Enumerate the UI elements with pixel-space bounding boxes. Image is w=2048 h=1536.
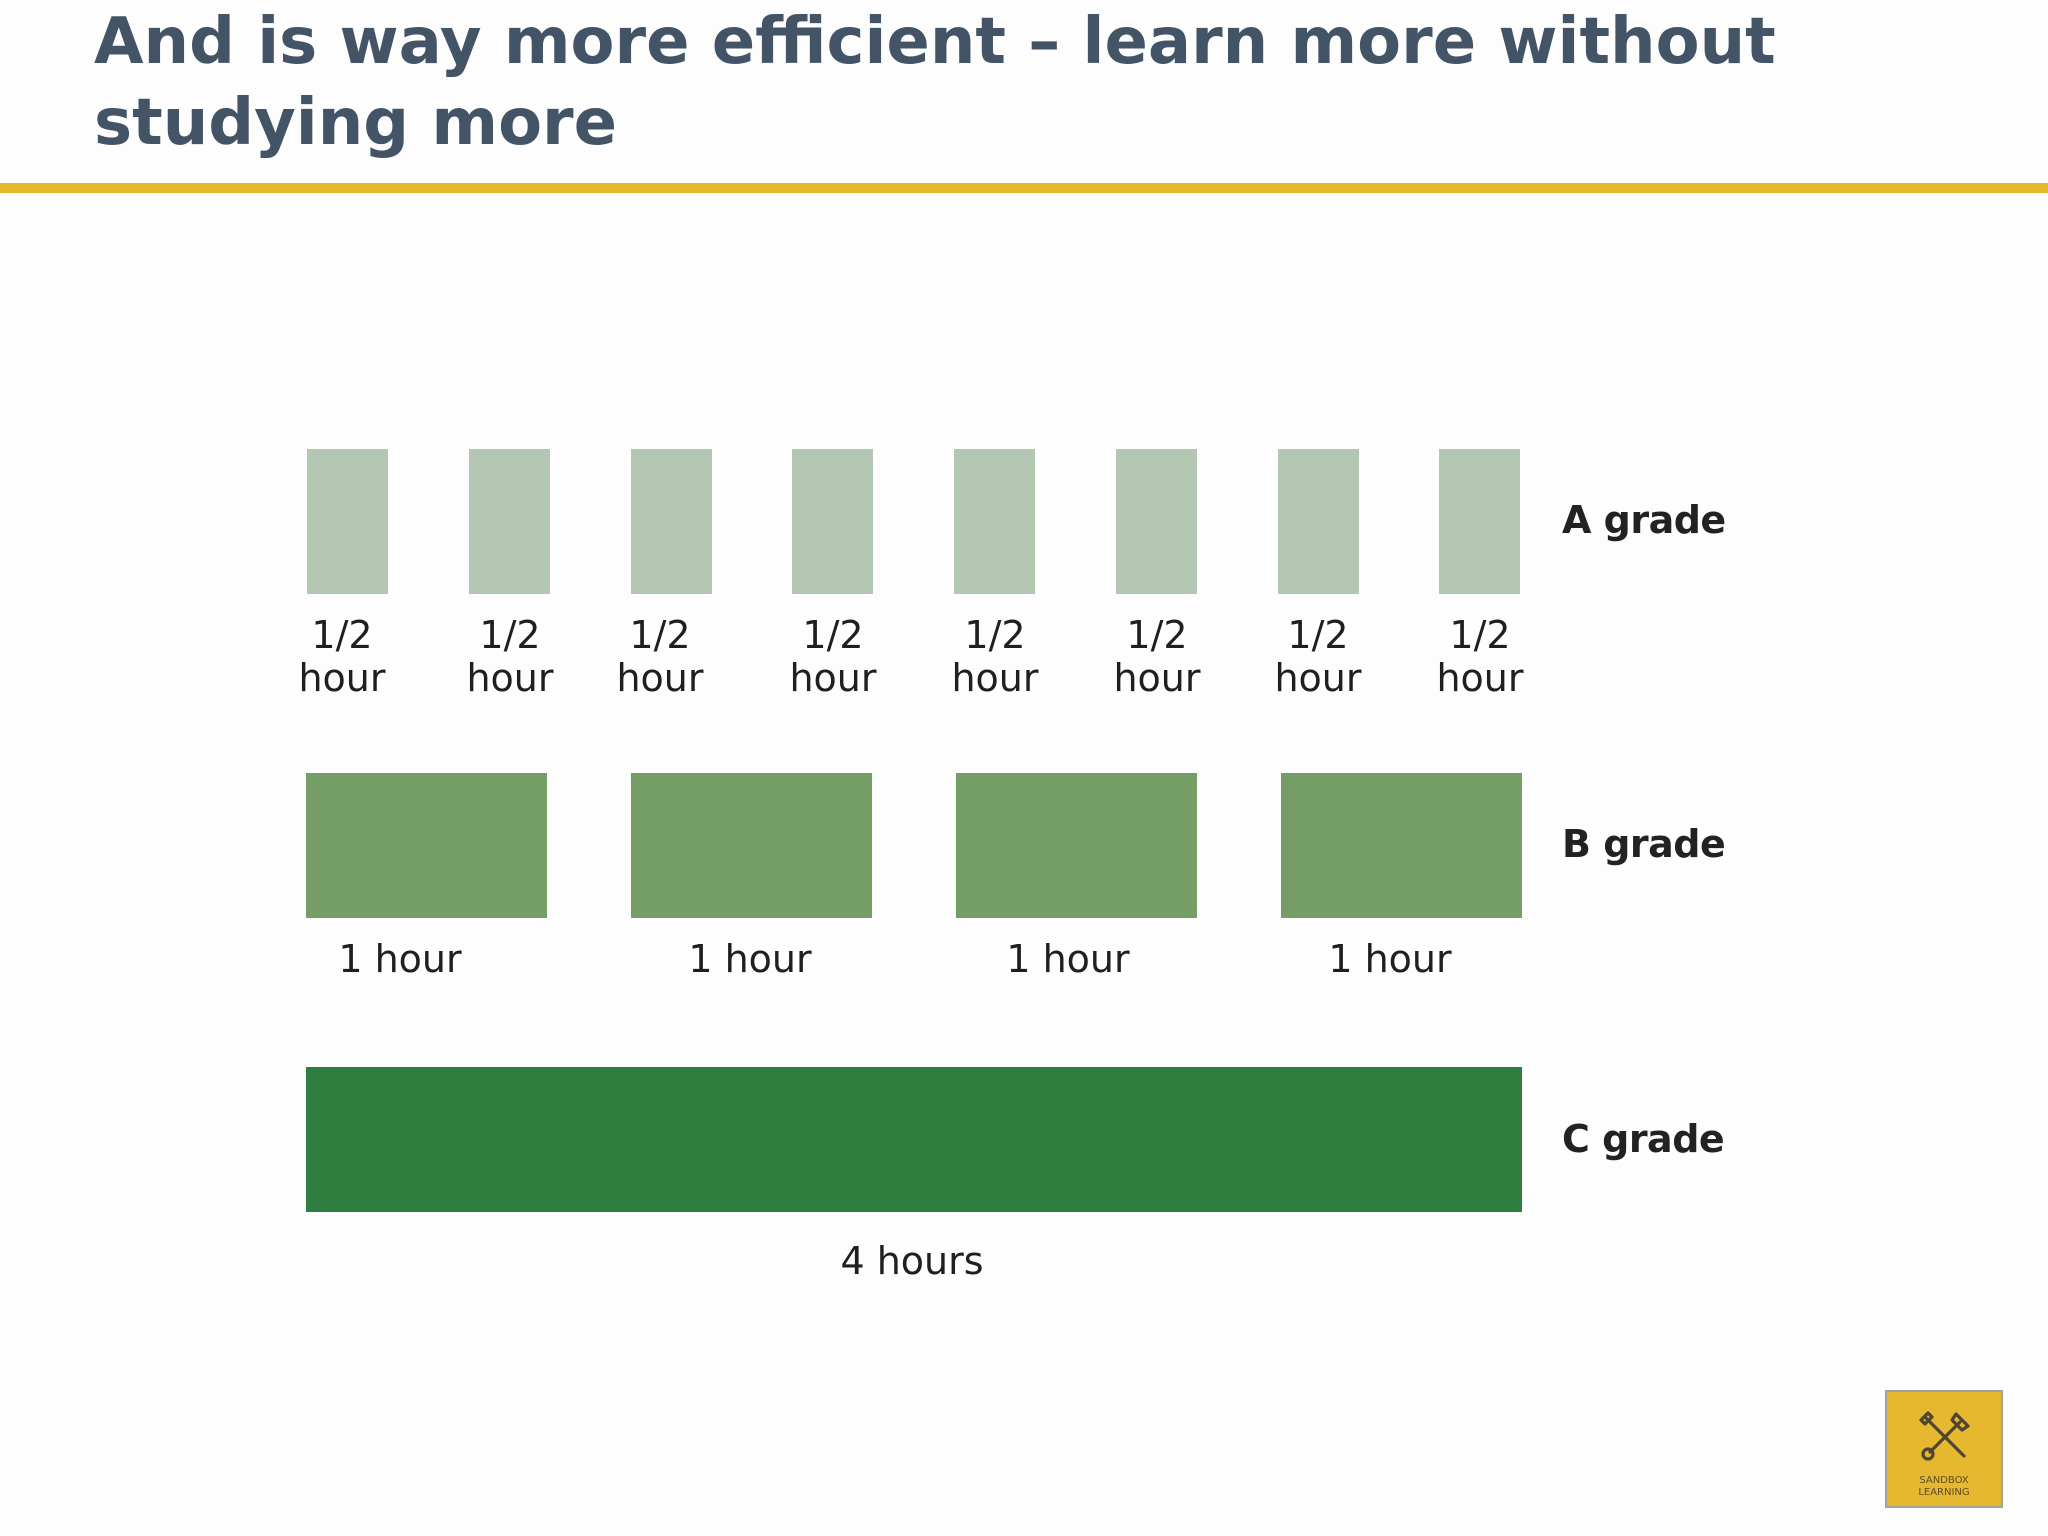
a-session-label: 1/2 hour xyxy=(789,613,877,700)
a-session-block xyxy=(307,449,388,594)
b-session-label: 1 hour xyxy=(1006,937,1130,981)
b-session-label: 1 hour xyxy=(338,937,462,981)
a-session-block xyxy=(631,449,712,594)
a-session-block xyxy=(1278,449,1359,594)
slide-title: And is way more efficient – learn more w… xyxy=(94,5,1776,160)
sandbox-learning-logo: SANDBOX LEARNING xyxy=(1885,1390,2003,1508)
a-session-label: 1/2 hour xyxy=(298,613,386,700)
logo-text-learning: LEARNING xyxy=(1918,1487,1970,1498)
c-session-label: 4 hours xyxy=(840,1239,984,1283)
c-session-block xyxy=(306,1067,1522,1212)
a-session-block xyxy=(469,449,550,594)
a-session-block xyxy=(1116,449,1197,594)
a-session-label: 1/2 hour xyxy=(951,613,1039,700)
b-session-block xyxy=(956,773,1197,918)
logo-text-sandbox: SANDBOX xyxy=(1919,1475,1969,1486)
title-divider xyxy=(0,183,2048,193)
b-session-block xyxy=(306,773,547,918)
c-grade-label: C grade xyxy=(1562,1117,1725,1161)
a-session-block xyxy=(954,449,1035,594)
b-session-label: 1 hour xyxy=(688,937,812,981)
a-session-label: 1/2 hour xyxy=(616,613,704,700)
a-session-label: 1/2 hour xyxy=(466,613,554,700)
a-session-block xyxy=(792,449,873,594)
a-grade-label: A grade xyxy=(1562,498,1726,542)
a-session-label: 1/2 hour xyxy=(1113,613,1201,700)
a-session-block xyxy=(1439,449,1520,594)
a-session-label: 1/2 hour xyxy=(1274,613,1362,700)
a-session-label: 1/2 hour xyxy=(1436,613,1524,700)
b-session-label: 1 hour xyxy=(1328,937,1452,981)
crossed-tools-icon xyxy=(1919,1411,1970,1461)
b-grade-label: B grade xyxy=(1562,822,1726,866)
b-session-block xyxy=(1281,773,1522,918)
b-session-block xyxy=(631,773,872,918)
